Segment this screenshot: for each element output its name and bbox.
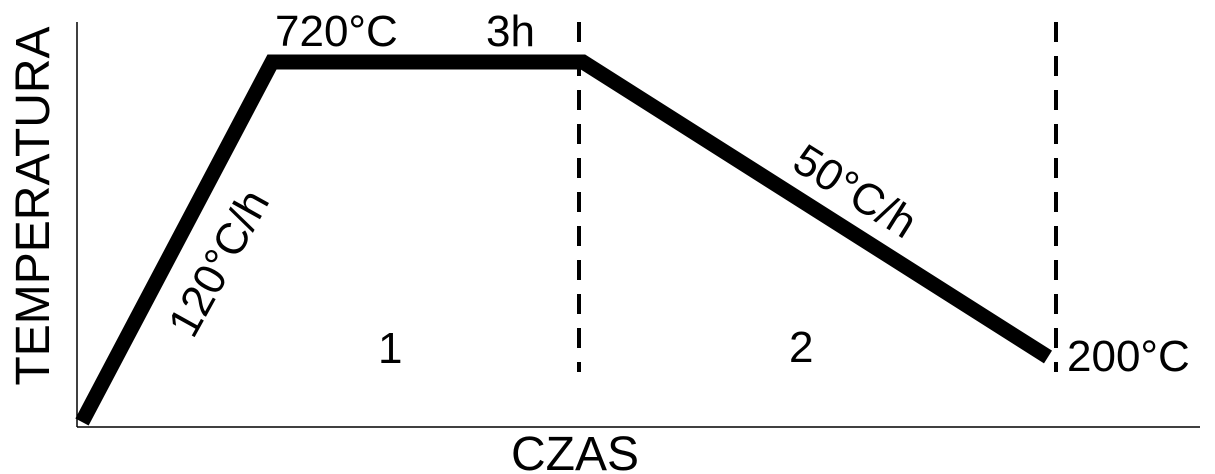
hold-time-label: 3h: [486, 7, 535, 56]
y-axis-title: TEMPERATURA: [7, 26, 60, 385]
temperature-profile-line: [75, 54, 1053, 426]
stage-2-label: 2: [789, 323, 813, 372]
x-axis-title: CZAS: [511, 428, 639, 474]
stage-1-label: 1: [378, 324, 402, 373]
heating-rate-label: 120°C/h: [159, 182, 279, 345]
final-temperature-label: 200°C: [1067, 332, 1190, 381]
peak-temperature-label: 720°C: [275, 7, 398, 56]
